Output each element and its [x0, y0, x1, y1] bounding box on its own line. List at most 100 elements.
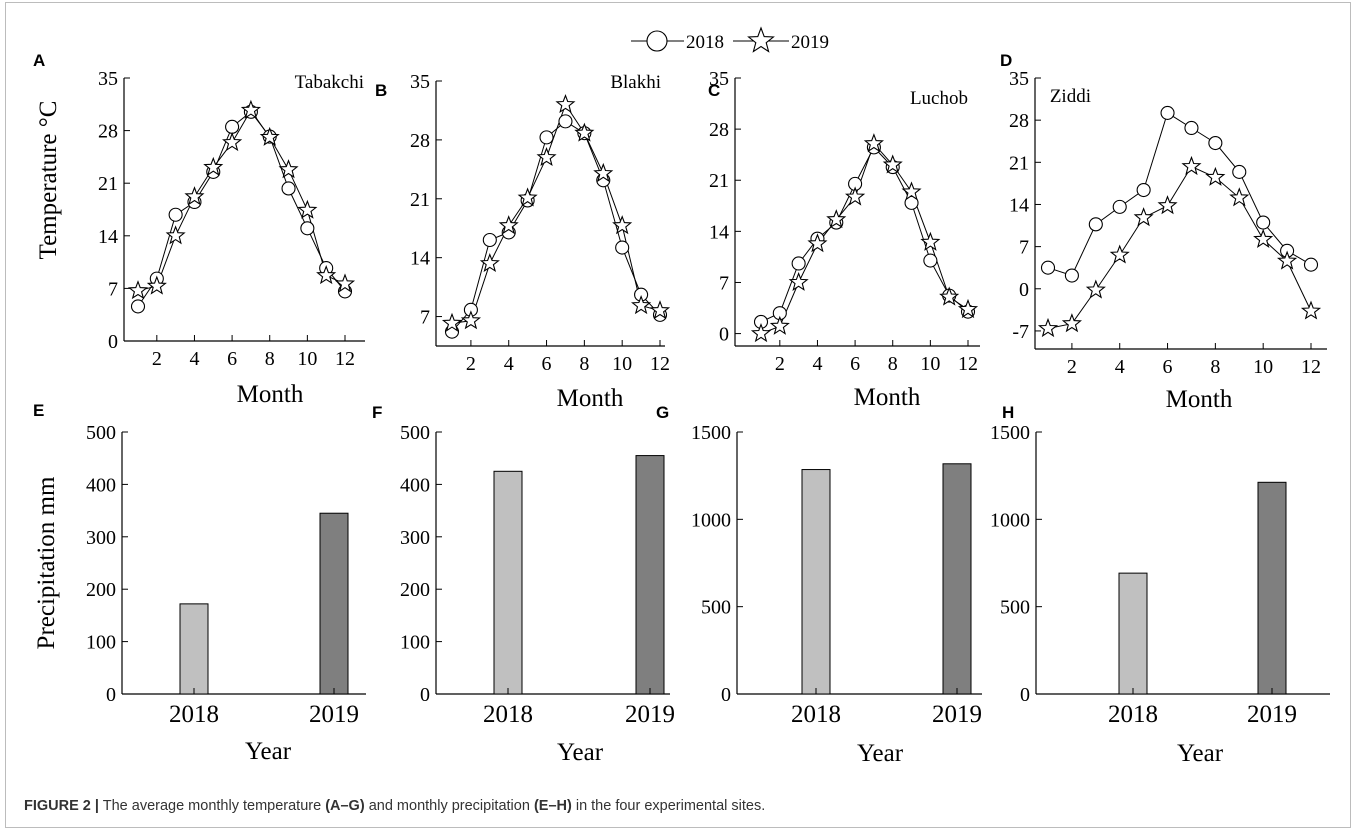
panel-f-y-tick-label: 200	[400, 579, 430, 601]
panel-g-y-tick-label: 1000	[691, 509, 731, 531]
panel-d-x-axis-title: Month	[1166, 386, 1233, 413]
panel-b-y-tick-label: 14	[410, 248, 430, 270]
panel-a-series-line-2018	[137, 111, 346, 307]
panel-c-y-tick-label: 7	[719, 272, 729, 294]
panel-d-x-tick-label: 8	[1210, 356, 1220, 378]
panel-a-point-2019	[278, 159, 299, 179]
panel-c-point-2019	[788, 271, 809, 291]
panel-a-y-tick-label: 21	[98, 173, 118, 195]
panel-b-point-2019	[498, 215, 519, 235]
panel-c-x-tick-label: 4	[812, 353, 822, 375]
panel-d-site-name: Ziddi	[1050, 86, 1091, 107]
panel-b-x-tick-label: 4	[504, 353, 514, 375]
panel-b-point-2019	[649, 300, 671, 320]
panel-d-y-tick-label: 28	[1009, 110, 1029, 132]
panel-f-y-tick-label: 500	[400, 422, 430, 444]
panel-a-point-2019	[222, 132, 243, 152]
panel-a-point-2018	[225, 119, 240, 134]
panel-d-point-2018	[1256, 215, 1271, 230]
panel-b-site-name: Blakhi	[610, 72, 661, 93]
panel-a-x-tick-label: 8	[265, 348, 275, 370]
panel-d-point-2019	[1037, 317, 1059, 338]
panel-g-x-tick-label: 2018	[791, 701, 841, 728]
panel-f-y-tick-label: 400	[400, 474, 430, 496]
panel-d-point-2018	[1112, 199, 1127, 214]
panel-c-y-tick-label: 14	[709, 221, 729, 243]
panel-c-x-tick-label: 10	[920, 353, 940, 375]
panel-a-point-2019	[146, 275, 167, 295]
panel-c-series-line-2019	[760, 142, 969, 335]
panel-a-y-tick-label: 28	[98, 121, 118, 143]
panel-b-x-tick-label: 8	[579, 353, 589, 375]
panel-h-x-axis-title: Year	[1177, 740, 1224, 767]
caption-range-2: (E–H)	[533, 798, 572, 814]
panel-f-x-tick-label: 2019	[625, 701, 675, 728]
panel-b-label: B	[375, 81, 387, 100]
panel-d-x-tick-label: 6	[1163, 356, 1173, 378]
panel-e-x-axis-title: Year	[245, 738, 292, 765]
panel-a-label: A	[33, 51, 45, 70]
panel-c-point-2019	[807, 233, 828, 253]
panel-b-series-line-2019	[451, 103, 661, 324]
panel-d-series-line-2019	[1047, 165, 1312, 329]
panel-b-point-2019	[593, 162, 614, 183]
caption-prefix: FIGURE 2 |	[24, 798, 99, 814]
panel-g-y-tick-label: 0	[721, 684, 731, 706]
panel-d-series-line-2018	[1047, 112, 1312, 277]
panel-d-point-2018	[1232, 164, 1247, 179]
panel-a-point-2018	[300, 221, 315, 236]
panel-f-y-tick-label: 100	[400, 632, 430, 654]
panel-b-series-line-2018	[451, 120, 661, 333]
panel-b-point-2019	[479, 253, 500, 273]
panel-b-point-2018	[482, 232, 497, 248]
panel-a-x-tick-label: 4	[189, 348, 199, 370]
caption-text-3: in the four experimental sites.	[571, 798, 766, 814]
panel-h-y-tick-label: 1000	[990, 509, 1030, 531]
panel-a-y-axis-title: Temperature °C	[35, 101, 62, 260]
panel-g-bar-2018	[801, 469, 831, 695]
panel-a-point-2019	[240, 99, 261, 119]
panel-c-point-2019	[844, 186, 866, 206]
panel-h-x-tick-label: 2018	[1108, 701, 1158, 728]
panel-c-point-2019	[769, 315, 790, 335]
panel-a-x-axis-title: Month	[237, 381, 304, 408]
panel-g-x-tick-label: 2019	[932, 701, 982, 728]
panel-d-point-2019	[1253, 228, 1274, 248]
panel-h-y-tick-label: 0	[1020, 684, 1030, 706]
panel-e-x-tick-label: 2018	[169, 701, 219, 728]
panel-c-x-tick-label: 2	[775, 353, 785, 375]
panel-c-point-2019	[901, 181, 922, 201]
panel-d-point-2018	[1184, 120, 1199, 136]
legend-marker-star	[747, 26, 775, 53]
panel-b-y-tick-label: 21	[410, 189, 430, 211]
panel-d-point-2018	[1208, 135, 1223, 151]
panel-f-y-tick-label: 0	[420, 684, 430, 706]
panel-h-y-tick-label: 1500	[990, 422, 1030, 444]
panel-e-bar-2018	[179, 603, 209, 695]
panel-a-point-2019	[127, 280, 149, 300]
panel-d-point-2019	[1229, 187, 1250, 207]
panel-f-bar-2018	[493, 470, 523, 695]
panel-a-point-2019	[316, 265, 337, 285]
panel-b-x-tick-label: 2	[466, 353, 476, 375]
panel-b-y-tick-label: 28	[410, 130, 430, 152]
panel-e-label: E	[33, 401, 44, 420]
panel-a-y-tick-label: 14	[98, 226, 118, 248]
panel-d-y-tick-label: -7	[1012, 321, 1029, 343]
panel-c-series-line-2018	[760, 146, 969, 323]
panel-c-point-2019	[882, 154, 903, 174]
panel-e-y-tick-label: 300	[86, 527, 116, 549]
panel-a-site-name: Tabakchi	[295, 72, 364, 93]
caption-range-1: (A–G)	[325, 798, 365, 814]
panel-c-y-tick-label: 35	[709, 68, 729, 90]
panel-h-bar-2019	[1257, 481, 1287, 695]
legend-marker-circle	[646, 30, 668, 52]
legend-label-2018: 2018	[686, 32, 724, 53]
panel-h-x-tick-label: 2019	[1247, 701, 1297, 728]
panel-b-point-2019	[460, 310, 482, 330]
panel-d-x-tick-label: 12	[1301, 356, 1321, 378]
panel-b-point-2019	[441, 312, 463, 332]
panel-g-y-tick-label: 500	[701, 597, 731, 619]
panel-a-point-2019	[259, 126, 280, 146]
